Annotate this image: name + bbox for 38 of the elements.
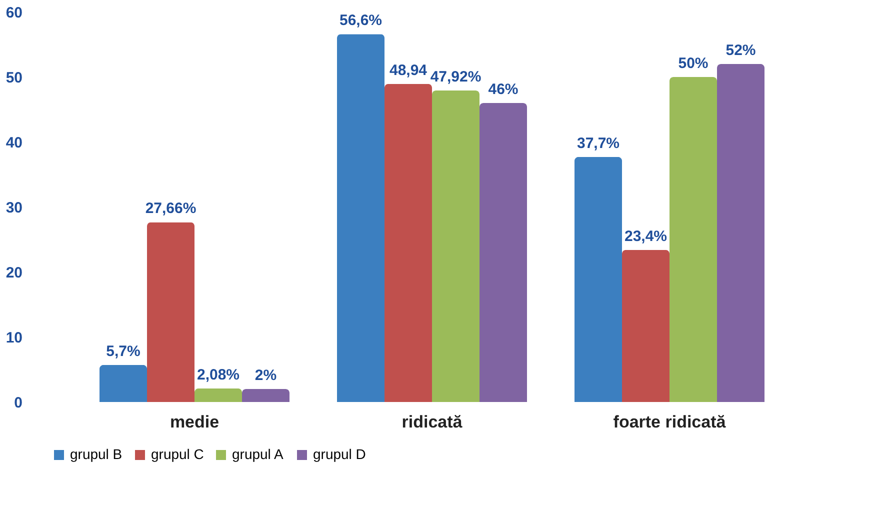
bar — [480, 103, 527, 402]
legend-label: grupul D — [313, 446, 366, 462]
y-tick-label: 20 — [6, 264, 22, 282]
y-tick-label: 0 — [14, 394, 22, 412]
x-tick-label: ridicată — [402, 412, 463, 432]
y-tick-label: 40 — [6, 134, 22, 152]
bar — [147, 222, 194, 402]
y-tick-label: 60 — [6, 4, 22, 22]
x-tick-label: foarte ridicată — [613, 412, 726, 432]
data-label: 52% — [726, 42, 756, 59]
data-label: 2,08% — [196, 366, 240, 384]
bar — [337, 34, 384, 402]
bar — [670, 77, 717, 402]
data-label: 50% — [678, 55, 708, 72]
bar — [622, 250, 670, 402]
bar — [194, 388, 242, 402]
data-label: 37,7% — [576, 134, 620, 152]
bar — [432, 90, 480, 402]
data-label: 27,66% — [145, 200, 196, 218]
legend-label: grupul C — [151, 446, 204, 462]
legend-label: grupul A — [232, 446, 284, 462]
x-tick-label: medie — [170, 412, 220, 432]
bar — [242, 389, 290, 402]
legend-label: grupul B — [70, 446, 122, 462]
y-tick-label: 10 — [6, 330, 22, 346]
y-tick-label: 50 — [6, 70, 22, 86]
data-label: 2% — [254, 367, 277, 384]
bar — [384, 84, 432, 402]
bar — [574, 156, 622, 402]
bar — [100, 364, 147, 402]
y-tick-label: 30 — [6, 200, 22, 216]
data-label: 56,6% — [339, 12, 382, 30]
bar — [717, 64, 764, 402]
data-label: 46% — [488, 81, 518, 98]
data-label: 48,94 — [389, 62, 428, 79]
data-label: 47,92% — [430, 68, 482, 86]
data-label: 5,7% — [106, 342, 140, 360]
data-label: 23,4% — [624, 228, 668, 245]
